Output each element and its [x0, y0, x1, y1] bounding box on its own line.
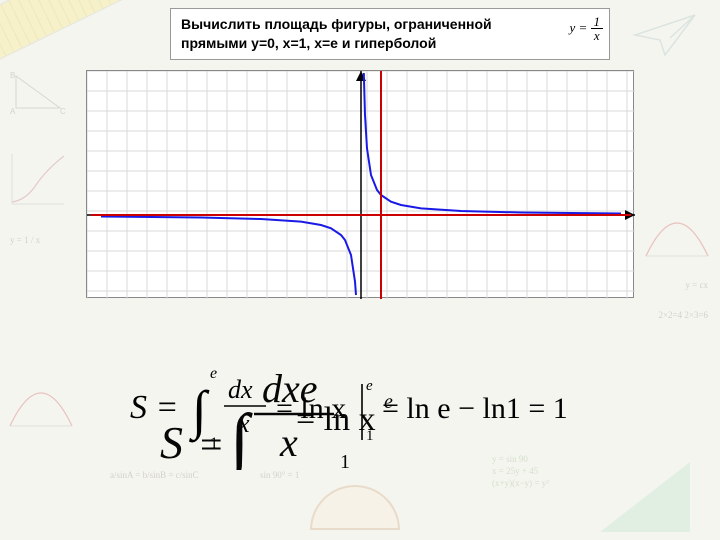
problem-line-1: Вычислить площадь фигуры, ограниченной — [181, 15, 599, 34]
mini-formula: a/sinA = b/sinB = c/sinC — [110, 470, 199, 480]
formula-lhs: y = — [569, 20, 587, 35]
solution-formula: S = ∫ e 1 dx x = ln x e 1 = ln e − ln1 =… — [130, 340, 610, 470]
svg-text:C: C — [60, 107, 66, 114]
problem-line-2: прямыми y=0, x=1, x=e и гиперболой — [181, 34, 599, 53]
hyperbola-graph — [86, 70, 634, 298]
svg-text:(x+y)(x−y) = y²: (x+y)(x−y) = y² — [492, 478, 549, 488]
svg-text:S: S — [160, 417, 183, 468]
mini-arc-left — [6, 370, 76, 430]
mini-formula: y = 1 / x — [10, 235, 40, 245]
mini-arc-right — [642, 200, 712, 260]
problem-formula: y = 1 x — [569, 15, 603, 43]
sol-eq2: = ln e − ln1 = 1 — [382, 392, 568, 425]
formula-numerator: 1 — [591, 15, 604, 29]
svg-text:e: e — [384, 391, 393, 413]
mini-exp-curve — [6, 150, 66, 210]
svg-text:B: B — [10, 71, 15, 80]
solution-svg: S = ∫ e 1 dx x = ln x e 1 = ln e − ln1 =… — [130, 340, 610, 470]
graph-svg — [87, 71, 635, 299]
problem-statement: Вычислить площадь фигуры, ограниченной п… — [170, 8, 610, 60]
mini-formula: 2×2=4 2×3=6 — [658, 310, 708, 320]
svg-text:=: = — [200, 422, 223, 467]
mini-triangle-diagram: A C B — [8, 70, 68, 114]
formula-denominator: x — [591, 29, 604, 43]
ruler-icon — [0, 0, 142, 65]
protractor-icon — [310, 485, 400, 530]
mini-formula: sin 90° = 1 — [260, 470, 299, 480]
int-upper: e — [210, 365, 217, 382]
svg-text:1: 1 — [340, 451, 350, 470]
set-square-icon — [600, 462, 690, 532]
svg-text:∫: ∫ — [226, 401, 253, 470]
integrand-num: dx — [228, 375, 253, 404]
svg-text:A: A — [10, 107, 16, 114]
paper-plane-icon — [630, 10, 700, 60]
eval-upper: e — [366, 378, 373, 394]
svg-text:= ln x: = ln x — [296, 401, 376, 438]
mini-formula: y = cx — [685, 280, 708, 290]
